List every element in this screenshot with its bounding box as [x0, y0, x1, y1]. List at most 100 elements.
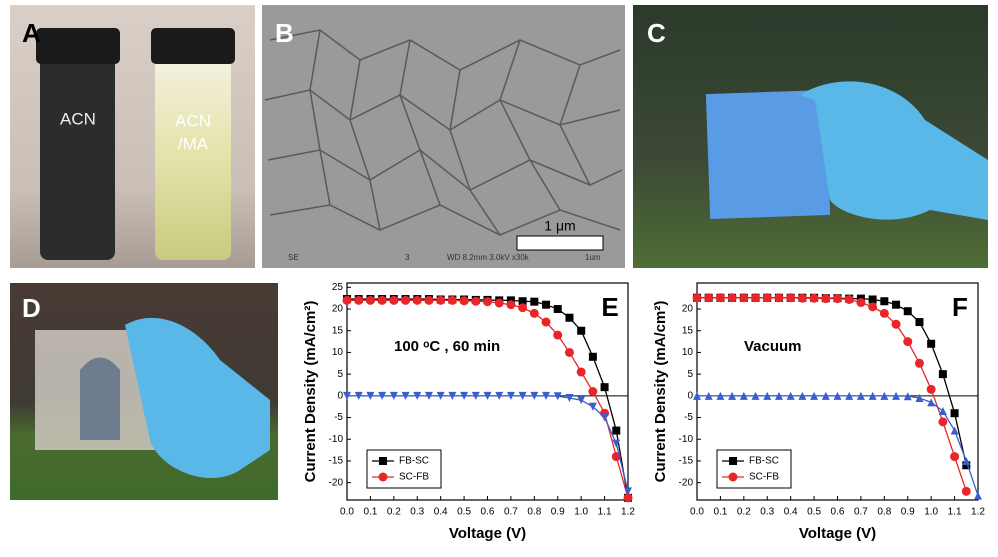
- marker: [424, 391, 433, 400]
- vial-cap: [36, 28, 120, 64]
- marker: [577, 396, 586, 405]
- marker: [612, 439, 621, 448]
- panel-letter: E: [601, 292, 618, 322]
- marker: [624, 487, 632, 496]
- marker: [833, 391, 842, 400]
- marker: [483, 391, 492, 400]
- marker: [915, 318, 924, 327]
- y-tick-label: 15: [332, 325, 344, 336]
- marker: [518, 303, 528, 313]
- panel-letter: B: [275, 18, 294, 48]
- series-line: [697, 297, 967, 466]
- marker: [588, 387, 598, 396]
- marker: [448, 391, 457, 400]
- marker: [542, 300, 551, 309]
- x-tick-label: 0.0: [690, 507, 704, 518]
- marker: [715, 293, 725, 303]
- marker: [529, 308, 539, 318]
- marker: [903, 392, 912, 401]
- marker: [891, 319, 901, 329]
- sem-image: [262, 5, 625, 268]
- marker: [354, 391, 363, 400]
- vial-cap: [151, 28, 235, 64]
- marker: [915, 394, 924, 403]
- marker: [577, 326, 586, 335]
- marker: [600, 413, 609, 422]
- panel-letter: C: [647, 18, 666, 48]
- sem-info: SE: [288, 253, 299, 262]
- marker: [763, 391, 772, 400]
- chart: 0.0 0.1 0.2 0.3 0.4 0.5 0.6 0.7 0.8 0.9 1.0 1.1 1.2 2…: [302, 282, 635, 542]
- marker: [833, 294, 842, 304]
- marker: [693, 391, 701, 400]
- x-tick-label: 1.0: [924, 507, 938, 518]
- marker: [961, 486, 971, 496]
- marker: [739, 293, 749, 303]
- marker: [471, 391, 480, 400]
- marker: [495, 391, 504, 400]
- x-tick-label: 0.4: [784, 507, 798, 518]
- x-tick-label: 0.2: [387, 507, 401, 518]
- marker: [938, 407, 947, 416]
- marker: [530, 297, 539, 306]
- x-tick-label: 0.1: [363, 507, 377, 518]
- x-tick-label: 0.6: [831, 507, 845, 518]
- marker: [809, 293, 819, 303]
- vial-label: /MA: [178, 134, 209, 153]
- x-tick-label: 0.3: [410, 507, 424, 518]
- x-tick-label: 1.1: [598, 507, 612, 518]
- marker: [962, 461, 971, 470]
- grain-boundaries: [264, 29, 623, 236]
- marker: [436, 295, 446, 305]
- marker: [797, 293, 807, 303]
- glove: [125, 317, 270, 479]
- marker: [821, 294, 831, 304]
- vial-label: ACN: [60, 109, 96, 128]
- x-tick-label: 0.8: [527, 507, 541, 518]
- marker: [856, 298, 866, 308]
- x-tick-label: 0.7: [504, 507, 518, 518]
- marker: [612, 426, 621, 435]
- marker: [389, 391, 398, 400]
- marker: [927, 339, 936, 348]
- marker: [447, 295, 457, 305]
- legend-label: SC-FB: [749, 472, 779, 483]
- legend-marker: [728, 472, 738, 482]
- vial-yellow: [155, 58, 231, 260]
- marker: [903, 337, 913, 347]
- y-tick-label: 15: [682, 325, 694, 336]
- x-tick-label: 0.8: [877, 507, 891, 518]
- y-tick-label: -5: [334, 412, 343, 423]
- y-tick-label: 10: [332, 347, 344, 358]
- marker: [564, 347, 574, 357]
- marker: [938, 370, 947, 379]
- y-tick-label: 10: [682, 347, 694, 358]
- marker: [774, 293, 784, 303]
- x-tick-label: 1.2: [971, 507, 985, 518]
- legend-label: FB-SC: [749, 456, 779, 467]
- blue-film: [705, 89, 831, 220]
- marker: [798, 391, 807, 400]
- marker: [880, 297, 889, 306]
- marker: [892, 391, 901, 400]
- marker: [365, 295, 375, 305]
- marker: [762, 293, 772, 303]
- y-tick-label: -10: [329, 434, 344, 445]
- legend-marker: [379, 457, 387, 465]
- marker: [927, 398, 936, 407]
- marker: [892, 300, 901, 309]
- marker: [786, 293, 796, 303]
- marker: [530, 391, 539, 400]
- marker: [751, 293, 761, 303]
- marker: [541, 317, 551, 327]
- marker: [704, 391, 713, 400]
- window: [80, 357, 120, 440]
- marker: [565, 313, 574, 322]
- x-tick-label: 1.2: [621, 507, 635, 518]
- marker: [950, 409, 959, 418]
- scale-bar-label: 1 μm: [544, 218, 575, 234]
- legend-label: SC-FB: [399, 472, 429, 483]
- marker: [576, 367, 586, 377]
- y-tick-label: 5: [687, 369, 693, 380]
- marker: [692, 293, 702, 303]
